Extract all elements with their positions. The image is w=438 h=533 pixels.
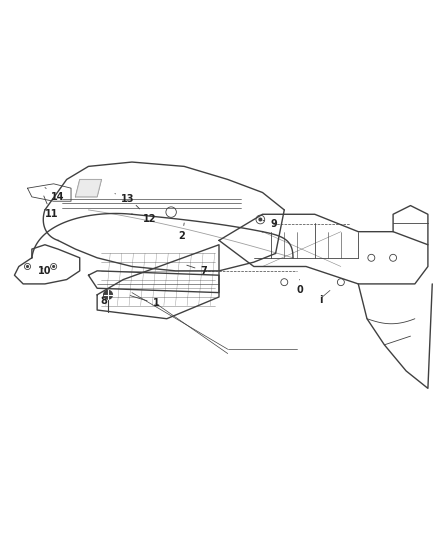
Text: 8: 8 — [100, 296, 107, 306]
Text: 13: 13 — [115, 193, 134, 204]
Text: 11: 11 — [44, 196, 58, 219]
Text: 10: 10 — [38, 266, 52, 276]
Text: 2: 2 — [179, 223, 185, 241]
Circle shape — [53, 265, 54, 268]
Text: 1: 1 — [130, 296, 159, 309]
Text: 7: 7 — [187, 265, 207, 276]
Text: 12: 12 — [136, 205, 156, 224]
Text: 0: 0 — [296, 279, 303, 295]
Text: i: i — [320, 295, 323, 305]
Circle shape — [104, 290, 113, 299]
Polygon shape — [75, 180, 102, 197]
Text: 14: 14 — [45, 188, 65, 202]
Circle shape — [259, 218, 261, 221]
Circle shape — [27, 265, 28, 268]
Text: 9: 9 — [263, 219, 277, 229]
